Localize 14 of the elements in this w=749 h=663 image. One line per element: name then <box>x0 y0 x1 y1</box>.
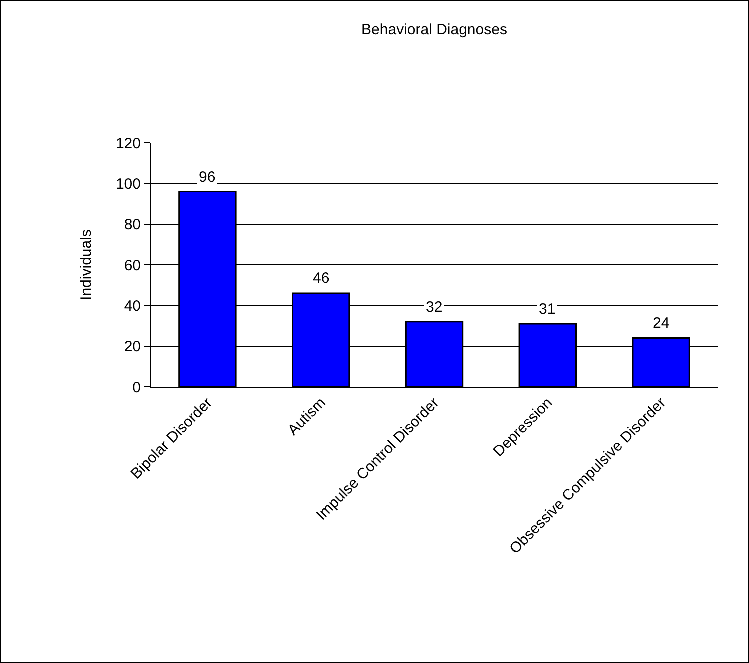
y-tick-label: 80 <box>124 216 141 234</box>
y-axis-title: Individuals <box>78 230 96 300</box>
data-label: 24 <box>653 315 670 332</box>
data-label: 96 <box>199 169 216 186</box>
data-label: 31 <box>539 301 556 318</box>
y-tick-label: 20 <box>124 338 141 356</box>
y-tick-label: 120 <box>116 135 141 152</box>
y-tick-label: 100 <box>116 176 141 193</box>
y-tick-label: 60 <box>124 257 141 274</box>
y-tick-label: 40 <box>124 298 141 315</box>
data-label: 46 <box>313 270 330 287</box>
y-tick-label: 0 <box>132 379 141 396</box>
data-label: 32 <box>426 299 443 316</box>
chart-title: Behavioral Diagnoses <box>362 22 508 39</box>
